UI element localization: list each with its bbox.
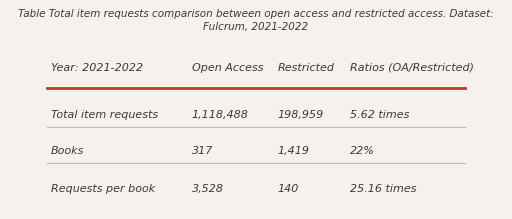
Text: Requests per book: Requests per book [51, 184, 155, 194]
Text: 140: 140 [278, 184, 298, 194]
Text: 317: 317 [192, 146, 214, 156]
Text: Ratios (OA/Restricted): Ratios (OA/Restricted) [350, 63, 474, 72]
Text: 1,419: 1,419 [278, 146, 309, 156]
Text: 1,118,488: 1,118,488 [192, 110, 249, 120]
Text: Total item requests: Total item requests [51, 110, 158, 120]
Text: 25.16 times: 25.16 times [350, 184, 417, 194]
Text: 5.62 times: 5.62 times [350, 110, 410, 120]
Text: 198,959: 198,959 [278, 110, 324, 120]
Text: 22%: 22% [350, 146, 375, 156]
Text: Restricted: Restricted [278, 63, 334, 72]
Text: Books: Books [51, 146, 84, 156]
Text: Open Access: Open Access [192, 63, 263, 72]
Text: Table Total item requests comparison between open access and restricted access. : Table Total item requests comparison bet… [18, 9, 494, 32]
Text: Year: 2021-2022: Year: 2021-2022 [51, 63, 143, 72]
Text: 3,528: 3,528 [192, 184, 224, 194]
